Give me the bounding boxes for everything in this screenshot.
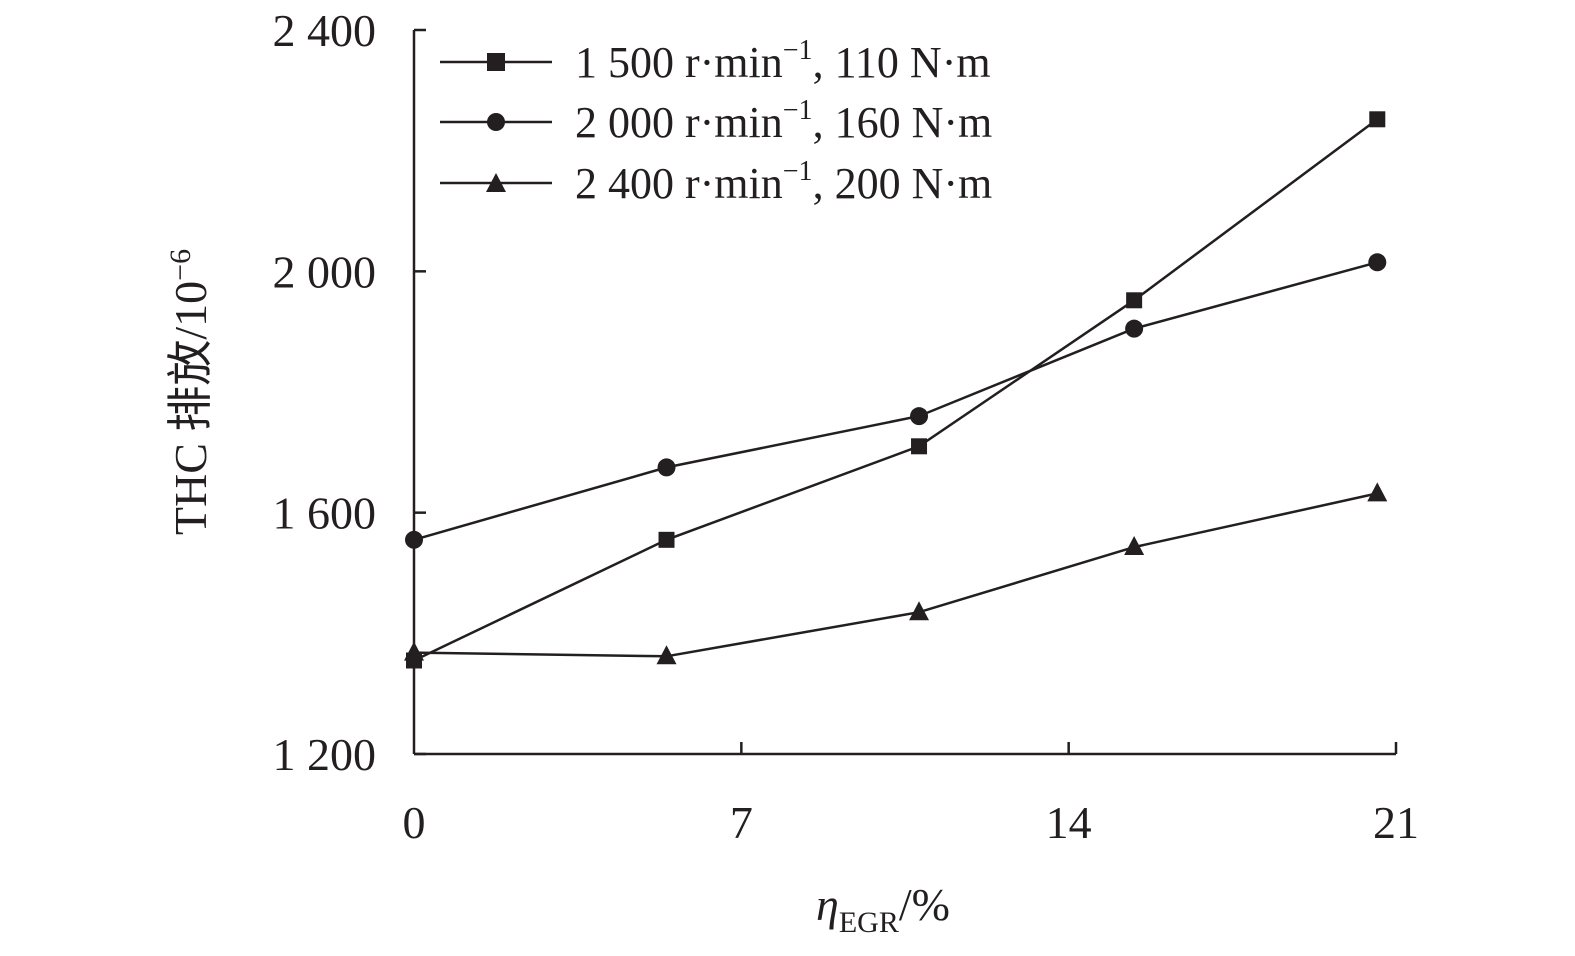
legend-marker-square	[487, 53, 505, 71]
data-point-triangle	[1367, 482, 1388, 502]
x-axis-ticks: 0 7 14 21	[403, 742, 1419, 848]
series-line	[413, 492, 1378, 658]
data-point-triangle	[656, 645, 677, 665]
data-point-triangle	[909, 601, 930, 621]
data-point-square	[911, 438, 928, 455]
legend-item-2: 2 000 r·min−1, 160 N·m	[440, 95, 992, 147]
legend-label-2: 2 000 r·min−1, 160 N·m	[575, 95, 992, 147]
y-tick-label: 1 200	[273, 729, 377, 780]
series-line	[413, 261, 1378, 542]
legend-item-3: 2 400 r·min−1, 200 N·m	[440, 156, 992, 208]
x-tick-label: 0	[403, 797, 426, 848]
y-axis-ticks: 1 200 1 600 2 000 2 400	[273, 5, 426, 780]
data-point-circle	[405, 530, 423, 549]
x-tick-label: 21	[1373, 797, 1419, 848]
legend-marker-triangle	[486, 173, 506, 192]
data-point-square	[1369, 111, 1386, 128]
legend-item-1: 1 500 r·min−1, 110 N·m	[440, 35, 991, 87]
series-layer	[404, 111, 1388, 669]
y-tick-label: 2 400	[273, 5, 377, 56]
legend-marker-circle	[487, 113, 505, 131]
x-tick-label: 7	[730, 797, 753, 848]
y-axis-label: THC 排放/10−6	[164, 249, 216, 535]
data-point-square	[658, 531, 675, 548]
legend: 1 500 r·min−1, 110 N·m 2 000 r·min−1, 16…	[440, 35, 992, 208]
series-1	[406, 111, 1386, 669]
series-3	[404, 482, 1388, 665]
x-axis-label: ηEGR/%	[816, 879, 950, 939]
data-point-circle	[1368, 253, 1387, 272]
y-tick-label: 1 600	[273, 488, 377, 539]
data-point-circle	[1125, 319, 1144, 338]
x-tick-label: 14	[1046, 797, 1092, 848]
data-point-triangle	[404, 641, 424, 661]
plot-area: 0 7 14 21 1 200 1 600 2 000 2 400	[273, 5, 1420, 848]
series-2	[405, 253, 1387, 549]
y-tick-label: 2 000	[273, 246, 377, 297]
data-point-square	[1126, 292, 1143, 309]
legend-label-3: 2 400 r·min−1, 200 N·m	[575, 156, 992, 208]
data-point-triangle	[1124, 536, 1145, 556]
data-point-circle	[910, 407, 929, 426]
data-point-circle	[657, 458, 676, 477]
legend-label-1: 1 500 r·min−1, 110 N·m	[575, 35, 991, 87]
